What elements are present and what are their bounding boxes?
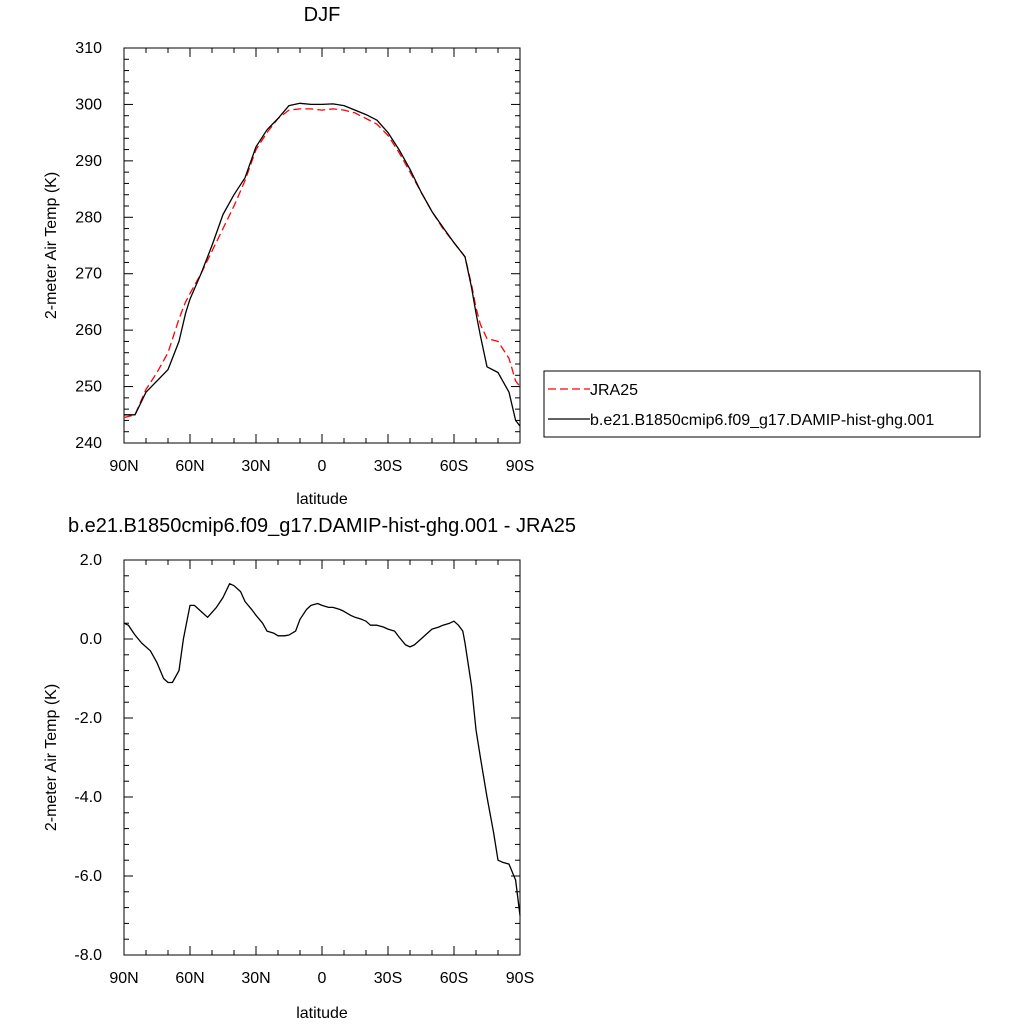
series-line-0-0 [123, 108, 521, 419]
x-tick-label: 90N [109, 970, 138, 987]
y-axis-title: 2-meter Air Temp (K) [43, 172, 60, 319]
y-tick-label: 240 [75, 435, 102, 452]
y-tick-label: 0.0 [80, 631, 102, 648]
y-tick-label: 280 [75, 209, 102, 226]
y-tick-label: 270 [75, 266, 102, 283]
x-tick-label: 60S [440, 970, 468, 987]
chart-title: DJF [304, 4, 341, 26]
x-tick-label: 0 [318, 458, 327, 475]
x-tick-label: 30N [241, 970, 270, 987]
plot-frame [123, 559, 521, 956]
y-tick-label: -2.0 [74, 710, 102, 727]
y-tick-label: 260 [75, 322, 102, 339]
x-axis-title: latitude [296, 1005, 348, 1022]
x-tick-label: 30N [241, 458, 270, 475]
x-tick-label: 60S [440, 458, 468, 475]
series-line-1-0 [123, 583, 521, 916]
x-tick-label: 90S [506, 970, 534, 987]
legend-label: JRA25 [590, 382, 638, 399]
x-tick-label: 30S [374, 458, 402, 475]
y-tick-label: -6.0 [74, 868, 102, 885]
x-tick-label: 90N [109, 458, 138, 475]
x-tick-label: 90S [506, 458, 534, 475]
y-tick-label: 2.0 [80, 552, 102, 569]
y-tick-label: 310 [75, 40, 102, 57]
y-tick-label: 300 [75, 96, 102, 113]
legend-box [543, 370, 981, 438]
y-tick-label: -8.0 [74, 947, 102, 964]
x-axis-title: latitude [296, 491, 348, 508]
series-line-0-1 [124, 102, 521, 427]
y-tick-label: 290 [75, 153, 102, 170]
x-tick-label: 0 [318, 970, 327, 987]
y-axis-title: 2-meter Air Temp (K) [43, 684, 60, 831]
x-tick-label: 60N [175, 970, 204, 987]
y-tick-label: 250 [75, 379, 102, 396]
plot-frame [123, 47, 521, 444]
y-tick-label: -4.0 [74, 789, 102, 806]
legend-label: b.e21.B1850cmip6.f09_g17.DAMIP-hist-ghg.… [590, 412, 934, 429]
chart-title: b.e21.B1850cmip6.f09_g17.DAMIP-hist-ghg.… [68, 515, 576, 537]
x-tick-label: 30S [374, 970, 402, 987]
x-tick-label: 60N [175, 458, 204, 475]
